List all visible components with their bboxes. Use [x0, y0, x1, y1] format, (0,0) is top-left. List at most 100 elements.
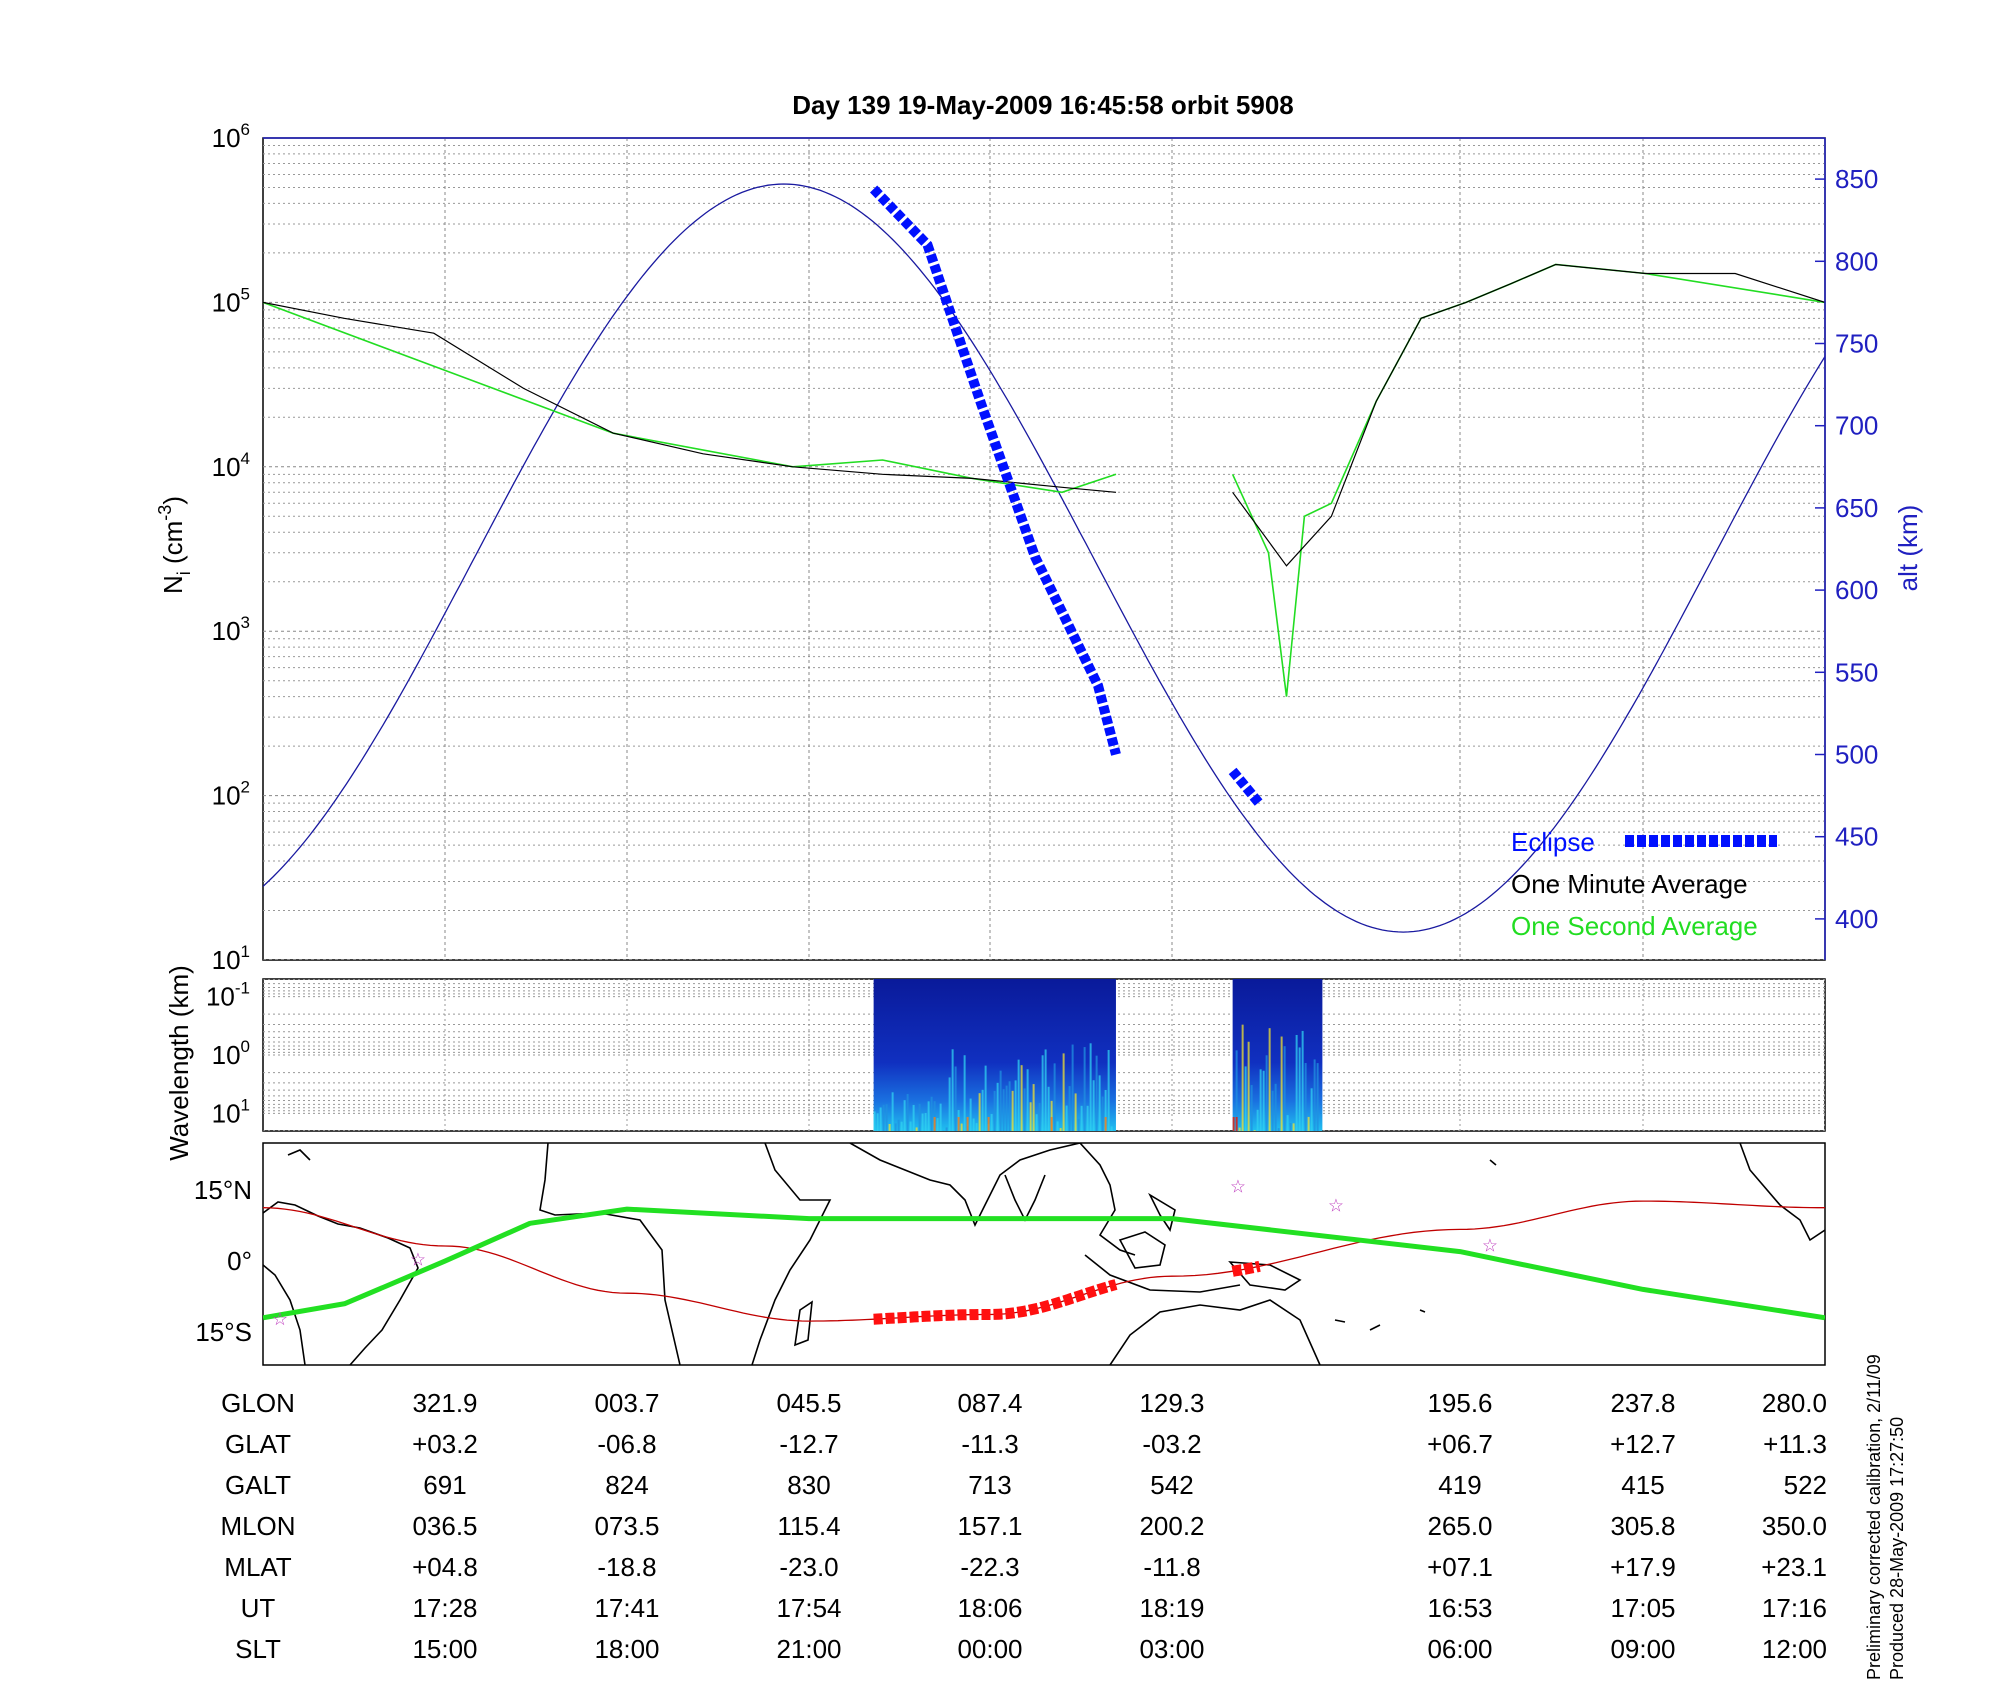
spectrogram-streak: [912, 1104, 915, 1131]
right-tick-label: 800: [1835, 246, 1878, 276]
spectrogram-streak: [1310, 1088, 1313, 1131]
spectrogram-streak: [1289, 1123, 1292, 1131]
spectrogram-streak: [1292, 1123, 1295, 1131]
y-tick-label: 102: [212, 778, 250, 811]
table-row-label: SLT: [235, 1634, 281, 1664]
coastline-southeast-asia: [1079, 1143, 1136, 1256]
spectrogram-streak: [903, 1100, 906, 1131]
spectrogram-streak: [1274, 1083, 1277, 1131]
table-cell: -11.3: [961, 1429, 1018, 1459]
one-minute-average-line: [263, 301, 1117, 493]
spectrogram-streak: [981, 1089, 984, 1131]
y-tick-base: 10: [212, 1098, 241, 1128]
spectrogram-streak: [1271, 1090, 1274, 1131]
map-panel: ☆ ☆ ☆ ☆ ☆ 15°N 0° 15°S: [194, 1142, 1826, 1366]
coastlines: [263, 1143, 1825, 1365]
table-cell: 305.8: [1610, 1511, 1675, 1541]
table-cell: -11.8: [1143, 1552, 1200, 1582]
right-tick-label: 700: [1835, 411, 1878, 441]
table-cell: -23.0: [779, 1552, 838, 1582]
y-tick-base: 10: [212, 452, 241, 482]
y-tick-base: 10: [206, 982, 235, 1012]
spectrogram-streak: [999, 1070, 1002, 1131]
table-cell: 03:00: [1139, 1634, 1204, 1664]
spectrogram-streak: [873, 1111, 876, 1131]
spectrogram-streak: [963, 1055, 966, 1131]
y-tick-exp: 1: [241, 1095, 250, 1114]
table-cell: +17.9: [1610, 1552, 1676, 1582]
spectrogram-streak: [1259, 1069, 1262, 1131]
spectrogram-streak: [1056, 1121, 1059, 1131]
top-panel-curves: [263, 183, 1825, 933]
spectrogram-streak: [1038, 1103, 1041, 1131]
table-cell: 21:00: [776, 1634, 841, 1664]
table-cell: 17:05: [1610, 1593, 1675, 1623]
star-marker: ☆: [272, 1309, 288, 1329]
spectrogram-streak: [876, 1113, 879, 1131]
spectrogram-hot-streak: [1235, 1117, 1238, 1131]
spectrogram-block: [1232, 979, 1323, 1131]
spectrogram-streak: [927, 1101, 930, 1131]
table-cell: 036.5: [412, 1511, 477, 1541]
coastline-new-guinea: [1228, 1261, 1302, 1291]
spectrogram-hot-streak: [987, 1117, 990, 1131]
y-tick-exp: 2: [241, 778, 250, 797]
table-cell: 265.0: [1427, 1511, 1492, 1541]
spectrogram-streak: [1080, 1105, 1083, 1131]
spectrogram-streak: [882, 1104, 885, 1131]
table-cell: 200.2: [1139, 1511, 1204, 1541]
table-cell: -03.2: [1142, 1429, 1201, 1459]
spectrogram-streak: [1068, 1086, 1071, 1131]
legend: Eclipse One Minute Average One Second Av…: [1511, 827, 1777, 941]
spectrogram-hot-streak: [957, 1117, 960, 1131]
star-marker: ☆: [410, 1250, 426, 1270]
spectrogram-y-tick: 100: [212, 1037, 250, 1070]
y-tick-exp: 1: [241, 942, 250, 961]
spectrogram-streak: [1262, 1070, 1265, 1131]
spectrogram-streak: [1053, 1063, 1056, 1131]
map-y-tick: 15°S: [195, 1317, 252, 1347]
ylabel-sup: -3: [155, 505, 175, 521]
spectrogram-streak: [1283, 1046, 1286, 1131]
spectrogram-streak: [1110, 1126, 1113, 1131]
spectrogram-hot-streak: [1104, 1117, 1107, 1131]
y-tick-base: 10: [212, 287, 241, 317]
spectrogram-streak: [1101, 1096, 1104, 1131]
table-cell: 16:53: [1427, 1593, 1492, 1623]
spectrogram-streak: [915, 1127, 918, 1131]
one-minute-average-line: [1232, 263, 1825, 567]
table-cell: +23.1: [1761, 1552, 1827, 1582]
coastline-borneo: [1118, 1231, 1166, 1269]
spectrogram-streak: [1074, 1093, 1077, 1131]
table-cell: 045.5: [776, 1388, 841, 1418]
side-note-calibration: Preliminary corrected calibration, 2/11/…: [1864, 1354, 1884, 1680]
table-cell: 691: [423, 1470, 466, 1500]
magnetic-equator-line: [263, 1206, 1825, 1321]
spectrogram-streak: [1026, 1069, 1029, 1131]
table-cell: 073.5: [594, 1511, 659, 1541]
spectrogram-streak: [1268, 1028, 1271, 1131]
spectrogram-streak: [1047, 1086, 1050, 1131]
spectrogram-streak: [969, 1098, 972, 1131]
spectrogram-y-tick: 101: [212, 1095, 250, 1128]
eclipse-segment: [870, 185, 1121, 756]
coastline-madagascar: [794, 1300, 813, 1347]
table-cell: 18:00: [594, 1634, 659, 1664]
spectrogram-streak: [1295, 1034, 1298, 1131]
spectrogram-streak: [1250, 1085, 1253, 1131]
table-cell: -12.7: [779, 1429, 838, 1459]
spectrogram-streak: [1286, 1115, 1289, 1131]
spectrogram-streak: [894, 1123, 897, 1131]
y-tick-label: 103: [212, 613, 250, 646]
spectrogram-streak: [930, 1096, 933, 1131]
spectrogram-streak: [1104, 1089, 1107, 1131]
table-cell: +12.7: [1610, 1429, 1676, 1459]
spectrogram-streak: [1316, 1063, 1319, 1131]
table-cell: 157.1: [957, 1511, 1022, 1541]
table-row-label: GLAT: [225, 1429, 291, 1459]
spectrogram-streak: [1014, 1080, 1017, 1131]
spectrogram-streak: [1304, 1063, 1307, 1131]
